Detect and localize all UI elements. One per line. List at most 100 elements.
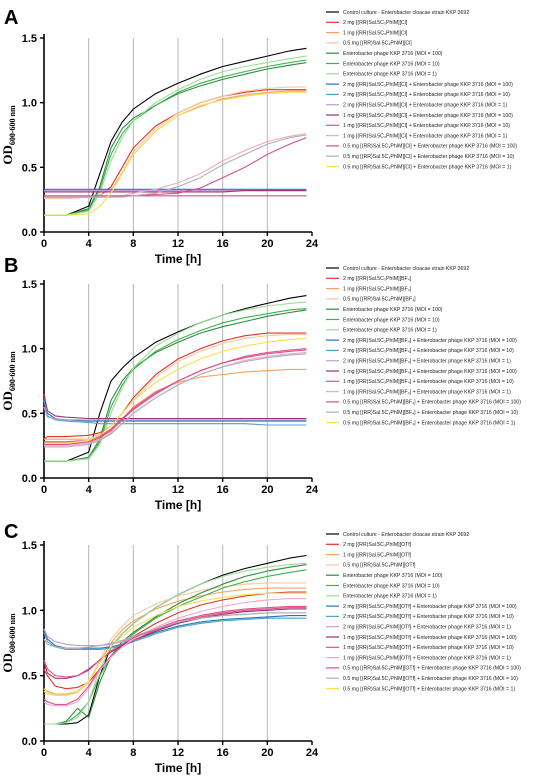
legend-label: Enterobacter phage KKP 3716 (MOI = 1)	[343, 594, 437, 600]
series-line	[44, 564, 307, 725]
y-tick-label: 0.0	[22, 736, 37, 748]
legend-label: 0.5 mg [(RR)Sal.5C₃PhIM][BF₄]	[343, 297, 416, 303]
legend-label: 1 mg [(RR)Sal.5C₃PhIM][Cl] + Enterobacte…	[343, 123, 510, 129]
y-axis-label-main: OD	[0, 653, 15, 673]
series-line	[44, 301, 307, 462]
x-tick-label: 24	[306, 484, 319, 496]
series-line	[43, 406, 307, 421]
legend-label: 2 mg [(RR)Sal.5C₃PhIM][BF₄]	[343, 276, 412, 282]
legend-label: Enterobacter phage KKP 3716 (MOI = 100)	[343, 307, 443, 313]
x-tick-label: 0	[41, 747, 47, 759]
x-tick-label: 24	[306, 747, 319, 759]
y-axis-label-subscript: 600-600 nm	[8, 105, 17, 145]
legend-label: 1 mg [(RR)Sal.5C₃PhIM][Cl] + Enterobacte…	[343, 113, 513, 119]
legend-label: 2 mg [(RR)Sal.5C₃PhIM][Cl]	[343, 20, 408, 26]
legend-label: 0.5 mg [(RR)Sal.5C₃PhIM][Cl] + Enterobac…	[343, 164, 512, 170]
series-line	[44, 348, 307, 443]
x-tick-label: 20	[261, 238, 273, 250]
x-axis-label: Time [h]	[155, 498, 201, 512]
legend-label: 2 mg [(RR)Sal.5C₃PhIM][Cl] + Enterobacte…	[343, 82, 513, 88]
x-tick-label: 8	[130, 484, 136, 496]
y-tick-label: 0.0	[22, 473, 37, 485]
y-axis-label: OD600-600 nm	[0, 105, 17, 165]
panel-B: B 0.0 0.5 1.0 1.5 0 4 8 12 16 20 24 Time [h] OD600-60…	[0, 255, 521, 512]
legend-label: 1 mg [(RR)Sal.5C₃PhIM][BF₄] + Enterobact…	[343, 389, 511, 395]
series-line	[43, 605, 307, 678]
x-tick-label: 16	[217, 238, 229, 250]
x-tick-label: 12	[172, 484, 184, 496]
legend-label: 2 mg [(RR)Sal.5C₃PhIM][Cl] + Enterobacte…	[343, 92, 510, 98]
x-tick-label: 16	[217, 747, 229, 759]
series-line	[43, 612, 307, 649]
legend-label: 2 mg [(RR)Sal.5C₃PhIM][BF₄] + Enterobact…	[343, 348, 514, 354]
x-tick-label: 16	[217, 484, 229, 496]
x-axis-label: Time [h]	[155, 761, 201, 775]
y-tick-label: 1.0	[22, 605, 37, 617]
series-line	[44, 134, 307, 198]
panel-letter-B: B	[4, 255, 18, 277]
legend-label: 0.5 mg [(RR)Sal.5C₃PhIM][OTf] + Enteroba…	[343, 676, 518, 682]
legend-label: 0.5 mg [(RR)Sal.5C₃PhIM][BF₄] + Enteroba…	[343, 400, 521, 406]
x-tick-label: 20	[261, 484, 273, 496]
series-line	[44, 55, 307, 216]
legend-label: Enterobacter phage KKP 3716 (MOI = 100)	[343, 51, 443, 57]
y-axis-label-subscript: 600-600 nm	[8, 351, 17, 391]
series-line	[43, 393, 307, 420]
panel-letter-C: C	[4, 521, 18, 543]
legend-label: Enterobacter phage KKP 3716 (MOI = 10)	[343, 583, 440, 589]
legend-label: Enterobacter phage KKP 3716 (MOI = 100)	[343, 573, 443, 579]
legend-label: 0.5 mg [(RR)Sal.5C₃PhIM][OTf] + Enteroba…	[343, 686, 515, 692]
y-tick-label: 0.5	[22, 408, 37, 420]
series-line	[44, 562, 307, 725]
x-tick-label: 4	[86, 484, 93, 496]
series-line	[44, 353, 307, 448]
panel-letter-A: A	[4, 7, 18, 29]
panel-C: C 0.0 0.5 1.0 1.5 0 4 8 12 16 20 24 Time [h] OD600-60…	[0, 521, 521, 775]
legend-label: 2 mg [(RR)Sal.5C₃PhIM][BF₄] + Enterobact…	[343, 359, 511, 365]
y-tick-label: 1.5	[22, 33, 37, 45]
legend-label: Control culture - Enterobacter cloacae s…	[343, 532, 469, 538]
series-line	[44, 368, 307, 440]
y-tick-label: 1.5	[22, 279, 37, 291]
y-tick-label: 0.5	[22, 671, 37, 683]
x-tick-label: 12	[172, 747, 184, 759]
legend-label: 1 mg [(RR)Sal.5C₃PhIM][Cl]	[343, 30, 408, 36]
x-axis-label: Time [h]	[155, 252, 201, 266]
legend-label: Control culture - Enterobacter cloacae s…	[343, 266, 469, 272]
legend-label: 0.5 mg [(RR)Sal.5C₃PhIM][OTf]	[343, 563, 416, 569]
legend-label: 0.5 mg [(RR)Sal.5C₃PhIM][Cl]	[343, 41, 412, 47]
x-tick-label: 4	[86, 238, 93, 250]
legend-label: 2 mg [(RR)Sal.5C₃PhIM][OTf] + Enterobact…	[343, 604, 517, 610]
series-line	[43, 598, 307, 707]
series-line	[44, 59, 307, 216]
y-axis-label: OD600-600 nm	[0, 613, 17, 673]
legend-label: Enterobacter phage KKP 3716 (MOI = 1)	[343, 328, 437, 334]
series-line	[43, 592, 307, 696]
legend-label: 2 mg [(RR)Sal.5C₃PhIM][OTf] + Enterobact…	[343, 625, 511, 631]
legend-label: 2 mg [(RR)Sal.5C₃PhIM][OTf] + Enterobact…	[343, 614, 514, 620]
legend-label: Enterobacter phage KKP 3716 (MOI = 1)	[343, 72, 437, 78]
x-tick-label: 8	[130, 238, 136, 250]
legend-label: 1 mg [(RR)Sal.5C₃PhIM][OTf]	[343, 552, 412, 558]
legend-label: 0.5 mg [(RR)Sal.5C₃PhIM][BF₄] + Enteroba…	[343, 420, 516, 426]
legend-label: 2 mg [(RR)Sal.5C₃PhIM][OTf]	[343, 542, 412, 548]
legend-label: 0.5 mg [(RR)Sal.5C₃PhIM][BF₄] + Enteroba…	[343, 410, 518, 416]
x-tick-label: 12	[172, 238, 184, 250]
series-line	[44, 190, 307, 193]
legend-label: 1 mg [(RR)Sal.5C₃PhIM][BF₄] + Enterobact…	[343, 379, 514, 385]
y-axis-label-subscript: 600-600 nm	[8, 613, 17, 653]
series-line	[43, 587, 307, 695]
y-axis-label-main: OD	[0, 145, 15, 165]
legend-label: 2 mg [(RR)Sal.5C₃PhIM][Cl] + Enterobacte…	[343, 103, 507, 109]
legend-label: 2 mg [(RR)Sal.5C₃PhIM][BF₄] + Enterobact…	[343, 338, 517, 344]
panel-A: A 0.0 0.5 1.0 1.5 0 4 8 12 16 20 24 Time [h] OD600-60…	[0, 7, 517, 266]
legend-label: 0.5 mg [(RR)Sal.5C₃PhIM][Cl] + Enterobac…	[343, 144, 517, 150]
legend-label: Enterobacter phage KKP 3716 (MOI = 10)	[343, 61, 440, 67]
x-tick-label: 0	[41, 484, 47, 496]
x-tick-label: 0	[41, 238, 47, 250]
x-tick-label: 20	[261, 747, 273, 759]
series-line	[43, 332, 307, 440]
y-axis-label-main: OD	[0, 391, 15, 411]
legend-label: Enterobacter phage KKP 3716 (MOI = 10)	[343, 317, 440, 323]
